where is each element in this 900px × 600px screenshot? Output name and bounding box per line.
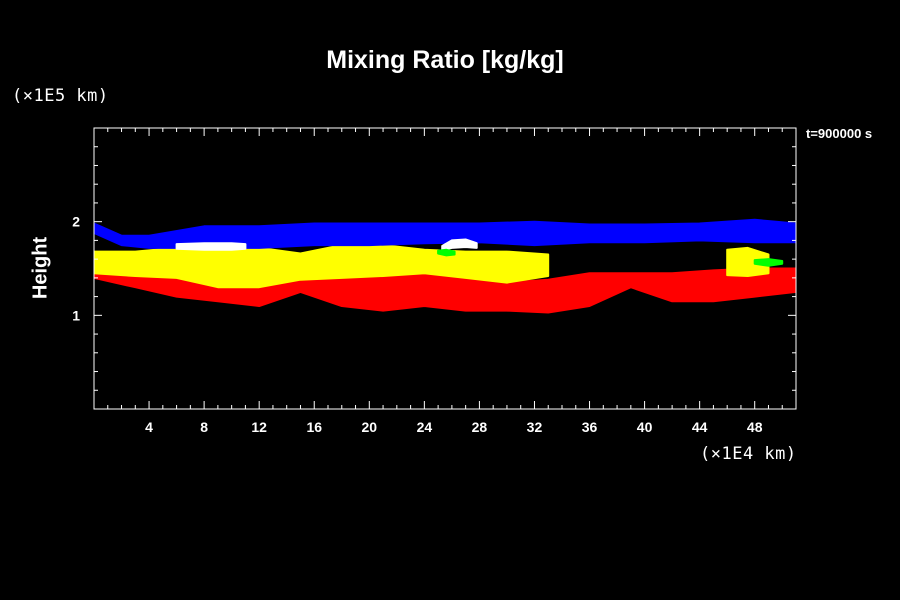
mixing-ratio-region-5 xyxy=(175,242,247,251)
mixing-ratio-region-4 xyxy=(94,218,796,249)
x-tick-label: 24 xyxy=(417,419,433,435)
x-axis-unit: (×1E4 km) xyxy=(700,444,797,464)
y-axis-unit: (×1E5 km) xyxy=(12,86,109,106)
mixing-ratio-region-7 xyxy=(437,248,456,257)
chart-title: Mixing Ratio [kg/kg] xyxy=(326,46,564,74)
x-tick-label: 16 xyxy=(306,419,322,435)
x-tick-label: 32 xyxy=(527,419,543,435)
x-tick-label: 48 xyxy=(747,419,763,435)
x-tick-label: 40 xyxy=(637,419,653,435)
x-tick-label: 28 xyxy=(472,419,488,435)
time-label: t=900000 s xyxy=(806,126,873,141)
x-tick-label: 20 xyxy=(362,419,378,435)
x-tick-label: 8 xyxy=(200,419,208,435)
x-tick-label: 4 xyxy=(145,419,153,435)
mixing-ratio-field xyxy=(94,218,796,314)
x-tick-label: 12 xyxy=(251,419,267,435)
plot-frame xyxy=(93,127,797,410)
y-tick-label: 1 xyxy=(72,307,80,323)
y-tick-label: 2 xyxy=(72,214,80,230)
mixing-ratio-region-3 xyxy=(726,246,770,277)
mixing-ratio-region-8 xyxy=(753,258,784,267)
x-tick-label: 36 xyxy=(582,419,598,435)
x-tick-label: 44 xyxy=(692,419,708,435)
